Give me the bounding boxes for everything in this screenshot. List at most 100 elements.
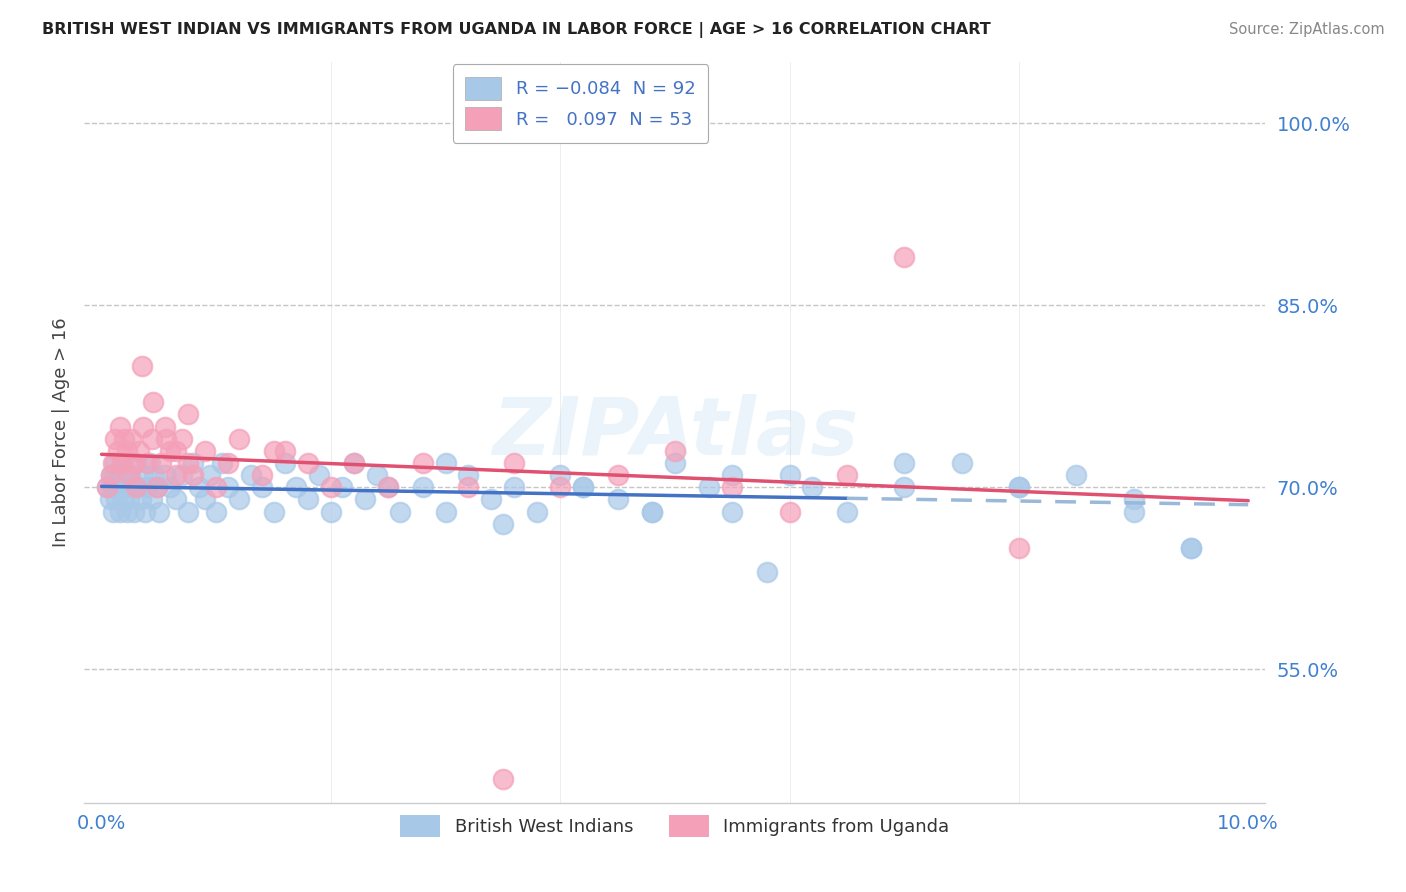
Point [111, 456, 134, 470]
Point [434, 504, 457, 518]
Y-axis label: In Labor Force | Age > 16: In Labor Force | Age > 16 [52, 318, 70, 548]
Point [297, 456, 319, 470]
Point [893, 480, 915, 494]
Point [205, 504, 228, 518]
Point [377, 480, 399, 494]
Point [136, 456, 159, 470]
Text: BRITISH WEST INDIAN VS IMMIGRANTS FROM UGANDA IN LABOR FORCE | AGE > 16 CORRELAT: BRITISH WEST INDIAN VS IMMIGRANTS FROM U… [42, 22, 991, 38]
Point [112, 492, 135, 507]
Point [835, 504, 858, 518]
Point [114, 468, 136, 483]
Point [159, 443, 181, 458]
Point [125, 480, 148, 494]
Text: ZIPAtlas: ZIPAtlas [492, 393, 858, 472]
Point [1122, 492, 1144, 507]
Point [107, 468, 129, 483]
Point [129, 492, 152, 507]
Point [263, 443, 285, 458]
Point [664, 443, 686, 458]
Point [96, 480, 118, 494]
Point [118, 492, 141, 507]
Point [217, 480, 239, 494]
Point [1008, 541, 1031, 555]
Point [354, 492, 377, 507]
Point [127, 480, 149, 494]
Point [105, 492, 128, 507]
Point [228, 432, 250, 446]
Point [893, 250, 915, 264]
Point [664, 456, 686, 470]
Point [250, 468, 273, 483]
Point [205, 480, 228, 494]
Point [131, 359, 153, 373]
Point [115, 443, 138, 458]
Point [165, 492, 187, 507]
Point [132, 419, 155, 434]
Point [176, 504, 198, 518]
Point [377, 480, 399, 494]
Point [101, 480, 124, 494]
Point [120, 432, 142, 446]
Point [343, 456, 366, 470]
Point [274, 443, 297, 458]
Point [118, 468, 141, 483]
Point [434, 456, 457, 470]
Point [98, 492, 121, 507]
Point [148, 504, 170, 518]
Point [194, 492, 217, 507]
Point [330, 480, 353, 494]
Point [412, 480, 434, 494]
Point [188, 480, 211, 494]
Point [115, 504, 138, 518]
Point [170, 468, 193, 483]
Point [835, 468, 858, 483]
Point [239, 468, 262, 483]
Point [779, 504, 801, 518]
Point [114, 480, 136, 494]
Point [1008, 480, 1031, 494]
Point [103, 468, 125, 483]
Point [170, 432, 193, 446]
Point [217, 456, 239, 470]
Point [1180, 541, 1202, 555]
Point [641, 504, 664, 518]
Point [319, 504, 342, 518]
Point [165, 468, 187, 483]
Point [145, 480, 167, 494]
Point [457, 480, 479, 494]
Point [107, 443, 129, 458]
Point [343, 456, 366, 470]
Point [457, 468, 479, 483]
Point [153, 419, 176, 434]
Point [125, 456, 148, 470]
Point [950, 456, 973, 470]
Point [548, 480, 571, 494]
Point [492, 772, 515, 786]
Point [572, 480, 595, 494]
Point [108, 504, 131, 518]
Point [107, 480, 129, 494]
Point [721, 504, 744, 518]
Point [606, 468, 628, 483]
Point [606, 492, 628, 507]
Point [1064, 468, 1087, 483]
Point [155, 432, 177, 446]
Point [1122, 504, 1144, 518]
Point [134, 504, 156, 518]
Point [285, 480, 308, 494]
Point [697, 480, 720, 494]
Point [111, 456, 134, 470]
Point [114, 432, 136, 446]
Point [128, 443, 150, 458]
Point [136, 480, 159, 494]
Point [801, 480, 824, 494]
Point [641, 504, 664, 518]
Point [481, 492, 503, 507]
Point [274, 456, 297, 470]
Text: Source: ZipAtlas.com: Source: ZipAtlas.com [1229, 22, 1385, 37]
Point [101, 504, 124, 518]
Point [165, 443, 187, 458]
Point [250, 480, 273, 494]
Point [159, 480, 181, 494]
Point [104, 456, 127, 470]
